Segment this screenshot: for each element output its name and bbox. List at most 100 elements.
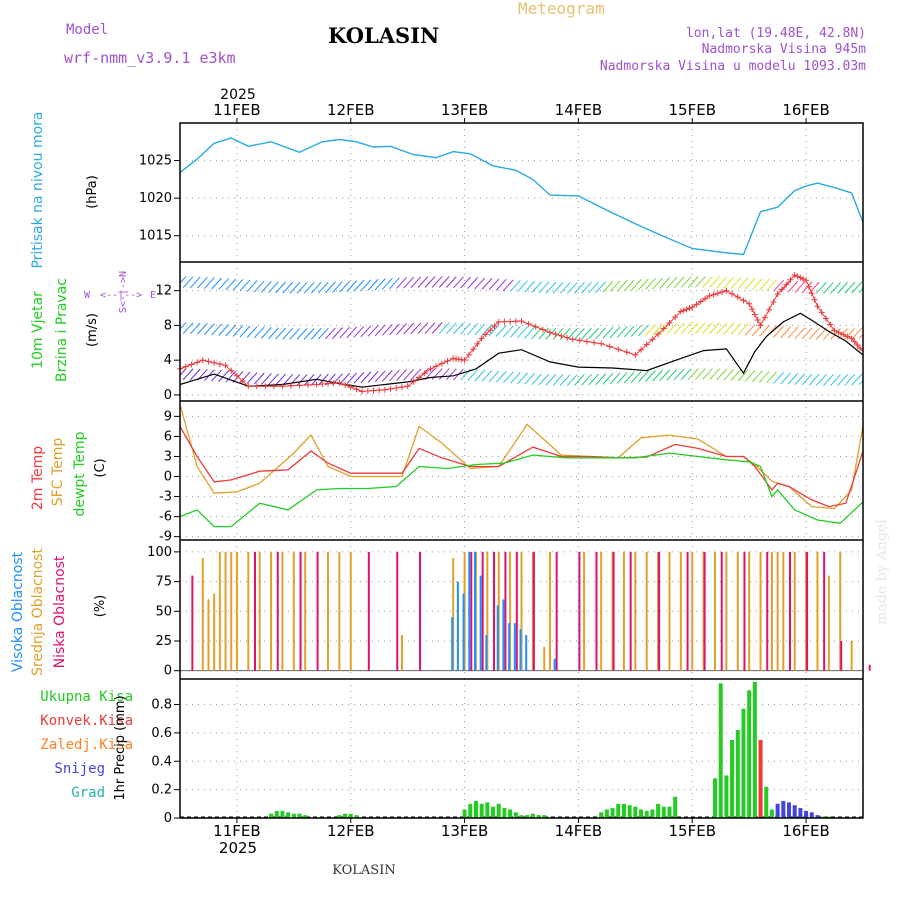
wind-gust-marker bbox=[751, 311, 758, 318]
wind-barb-low bbox=[524, 372, 535, 385]
wind-barb-high bbox=[261, 280, 272, 293]
wind-barb-low bbox=[830, 374, 841, 386]
precip-total-bar bbox=[513, 812, 518, 818]
wind-barb-mid bbox=[538, 327, 550, 340]
precip-total-bar bbox=[496, 803, 501, 818]
wind-gust-marker bbox=[714, 290, 721, 297]
elevation-label: Nadmorska Visina 945m bbox=[702, 42, 867, 57]
bottom-date-label: 13FEB bbox=[441, 822, 488, 840]
precip-total-bar bbox=[485, 802, 490, 818]
wind-barb-mid bbox=[801, 327, 813, 340]
wind-barb-low bbox=[837, 374, 849, 386]
wind-gust-marker bbox=[844, 333, 851, 340]
precip-total-bar bbox=[536, 815, 541, 818]
t2m-line bbox=[179, 426, 864, 508]
wind-barb-mid bbox=[275, 327, 286, 340]
wind-gust-marker bbox=[393, 384, 400, 391]
wind-barb-mid bbox=[339, 326, 351, 339]
wind-gust-marker bbox=[576, 337, 583, 344]
wind-gust-marker bbox=[211, 359, 218, 366]
y-tick-label: 6 bbox=[164, 429, 172, 444]
precip-total-bar bbox=[627, 805, 632, 818]
precip-total-bar bbox=[752, 681, 757, 818]
wind-barb-mid bbox=[474, 323, 486, 336]
wind-barb-high bbox=[282, 281, 294, 294]
wind-barb-mid bbox=[488, 324, 500, 337]
wind-barb-high bbox=[232, 279, 244, 291]
wind-gust-marker bbox=[835, 329, 842, 336]
precip-total-bar bbox=[639, 809, 644, 818]
precip-total-bar bbox=[604, 809, 609, 818]
wind-gust-marker bbox=[482, 331, 489, 338]
wind-gust-marker bbox=[233, 372, 240, 379]
wind-gust-marker bbox=[512, 318, 519, 325]
y-tick-label: 0.2 bbox=[151, 783, 172, 798]
wind-barb-low bbox=[353, 372, 365, 384]
wind-barb-low bbox=[823, 374, 834, 386]
wind-gust-marker bbox=[757, 322, 764, 329]
wind-barb-high bbox=[374, 278, 386, 291]
wind-barb-mid bbox=[431, 322, 443, 334]
y-tick-label: 0.8 bbox=[151, 698, 172, 713]
y-tick-label: 8 bbox=[164, 318, 172, 333]
wind-barb-high bbox=[787, 280, 799, 293]
wind-gust-marker bbox=[719, 288, 726, 295]
wind-gust-marker bbox=[470, 346, 477, 353]
wind-barb-high bbox=[709, 276, 720, 288]
wind-barb-low bbox=[751, 370, 763, 383]
wind-barb-high bbox=[595, 281, 607, 293]
snow-bar bbox=[787, 802, 792, 818]
wind-barb-high bbox=[474, 277, 486, 290]
cloud-unit: (%) bbox=[93, 595, 108, 618]
wind-barb-high bbox=[296, 282, 308, 294]
wind-gust-marker bbox=[507, 318, 514, 325]
wind-gust-marker bbox=[262, 383, 269, 390]
wind-barb-low bbox=[502, 371, 514, 384]
wind-barb-high bbox=[723, 276, 735, 289]
precip-total-bar bbox=[610, 808, 615, 818]
wind-gust-marker bbox=[347, 384, 354, 391]
wind-barb-mid bbox=[616, 326, 628, 338]
wind-barb-mid bbox=[609, 326, 621, 339]
wind-barb-mid bbox=[652, 323, 664, 336]
wind-barb-high bbox=[275, 281, 286, 294]
precip-total-bar bbox=[542, 815, 547, 818]
wind-barb-low bbox=[780, 372, 792, 385]
precip-frz-label: Zaledj.Kisa bbox=[40, 737, 133, 753]
wind-barb-mid bbox=[261, 327, 272, 339]
wind-gust-marker bbox=[353, 386, 360, 393]
wind-gust-marker bbox=[296, 382, 303, 389]
wind-barb-low bbox=[531, 373, 543, 386]
wind-gust-marker bbox=[465, 351, 472, 358]
wind-barb-high bbox=[552, 282, 564, 294]
wind-barb-high bbox=[737, 277, 749, 290]
y-tick-label: -6 bbox=[159, 510, 172, 525]
wind-barb-mid bbox=[180, 322, 187, 330]
wind-gust-marker bbox=[558, 332, 565, 339]
wind-barb-high bbox=[182, 276, 194, 289]
top-date-label: 14FEB bbox=[555, 101, 602, 119]
wind-barb-high bbox=[246, 280, 258, 292]
wind-barb-mid bbox=[289, 328, 301, 340]
wind-barb-low bbox=[467, 369, 479, 381]
model-label: Model bbox=[66, 22, 108, 38]
wind-barb-mid bbox=[225, 324, 237, 337]
wind-gust-marker bbox=[598, 340, 605, 347]
wind-barb-high bbox=[702, 276, 713, 288]
wind-barb-low bbox=[694, 368, 706, 380]
top-date-label: 11FEB bbox=[213, 101, 260, 119]
wind-gust-marker bbox=[677, 308, 684, 315]
wind-barb-high bbox=[424, 276, 436, 288]
wind-barb-mid bbox=[417, 322, 429, 334]
wind-barb-mid bbox=[460, 322, 471, 335]
wind-barb-low bbox=[296, 374, 308, 386]
wind-gust-marker bbox=[239, 378, 246, 385]
wind-barb-low bbox=[730, 369, 742, 381]
wind-gust-marker bbox=[370, 387, 377, 394]
wind-gust-marker bbox=[666, 319, 673, 326]
wind-barb-mid bbox=[773, 325, 784, 338]
wind-gust-marker bbox=[330, 380, 337, 387]
wind-gust-marker bbox=[840, 331, 847, 338]
precip-total-bar bbox=[479, 803, 484, 818]
temperature-panel: -9 -6 -3 0 3 6 9 bbox=[159, 401, 864, 545]
